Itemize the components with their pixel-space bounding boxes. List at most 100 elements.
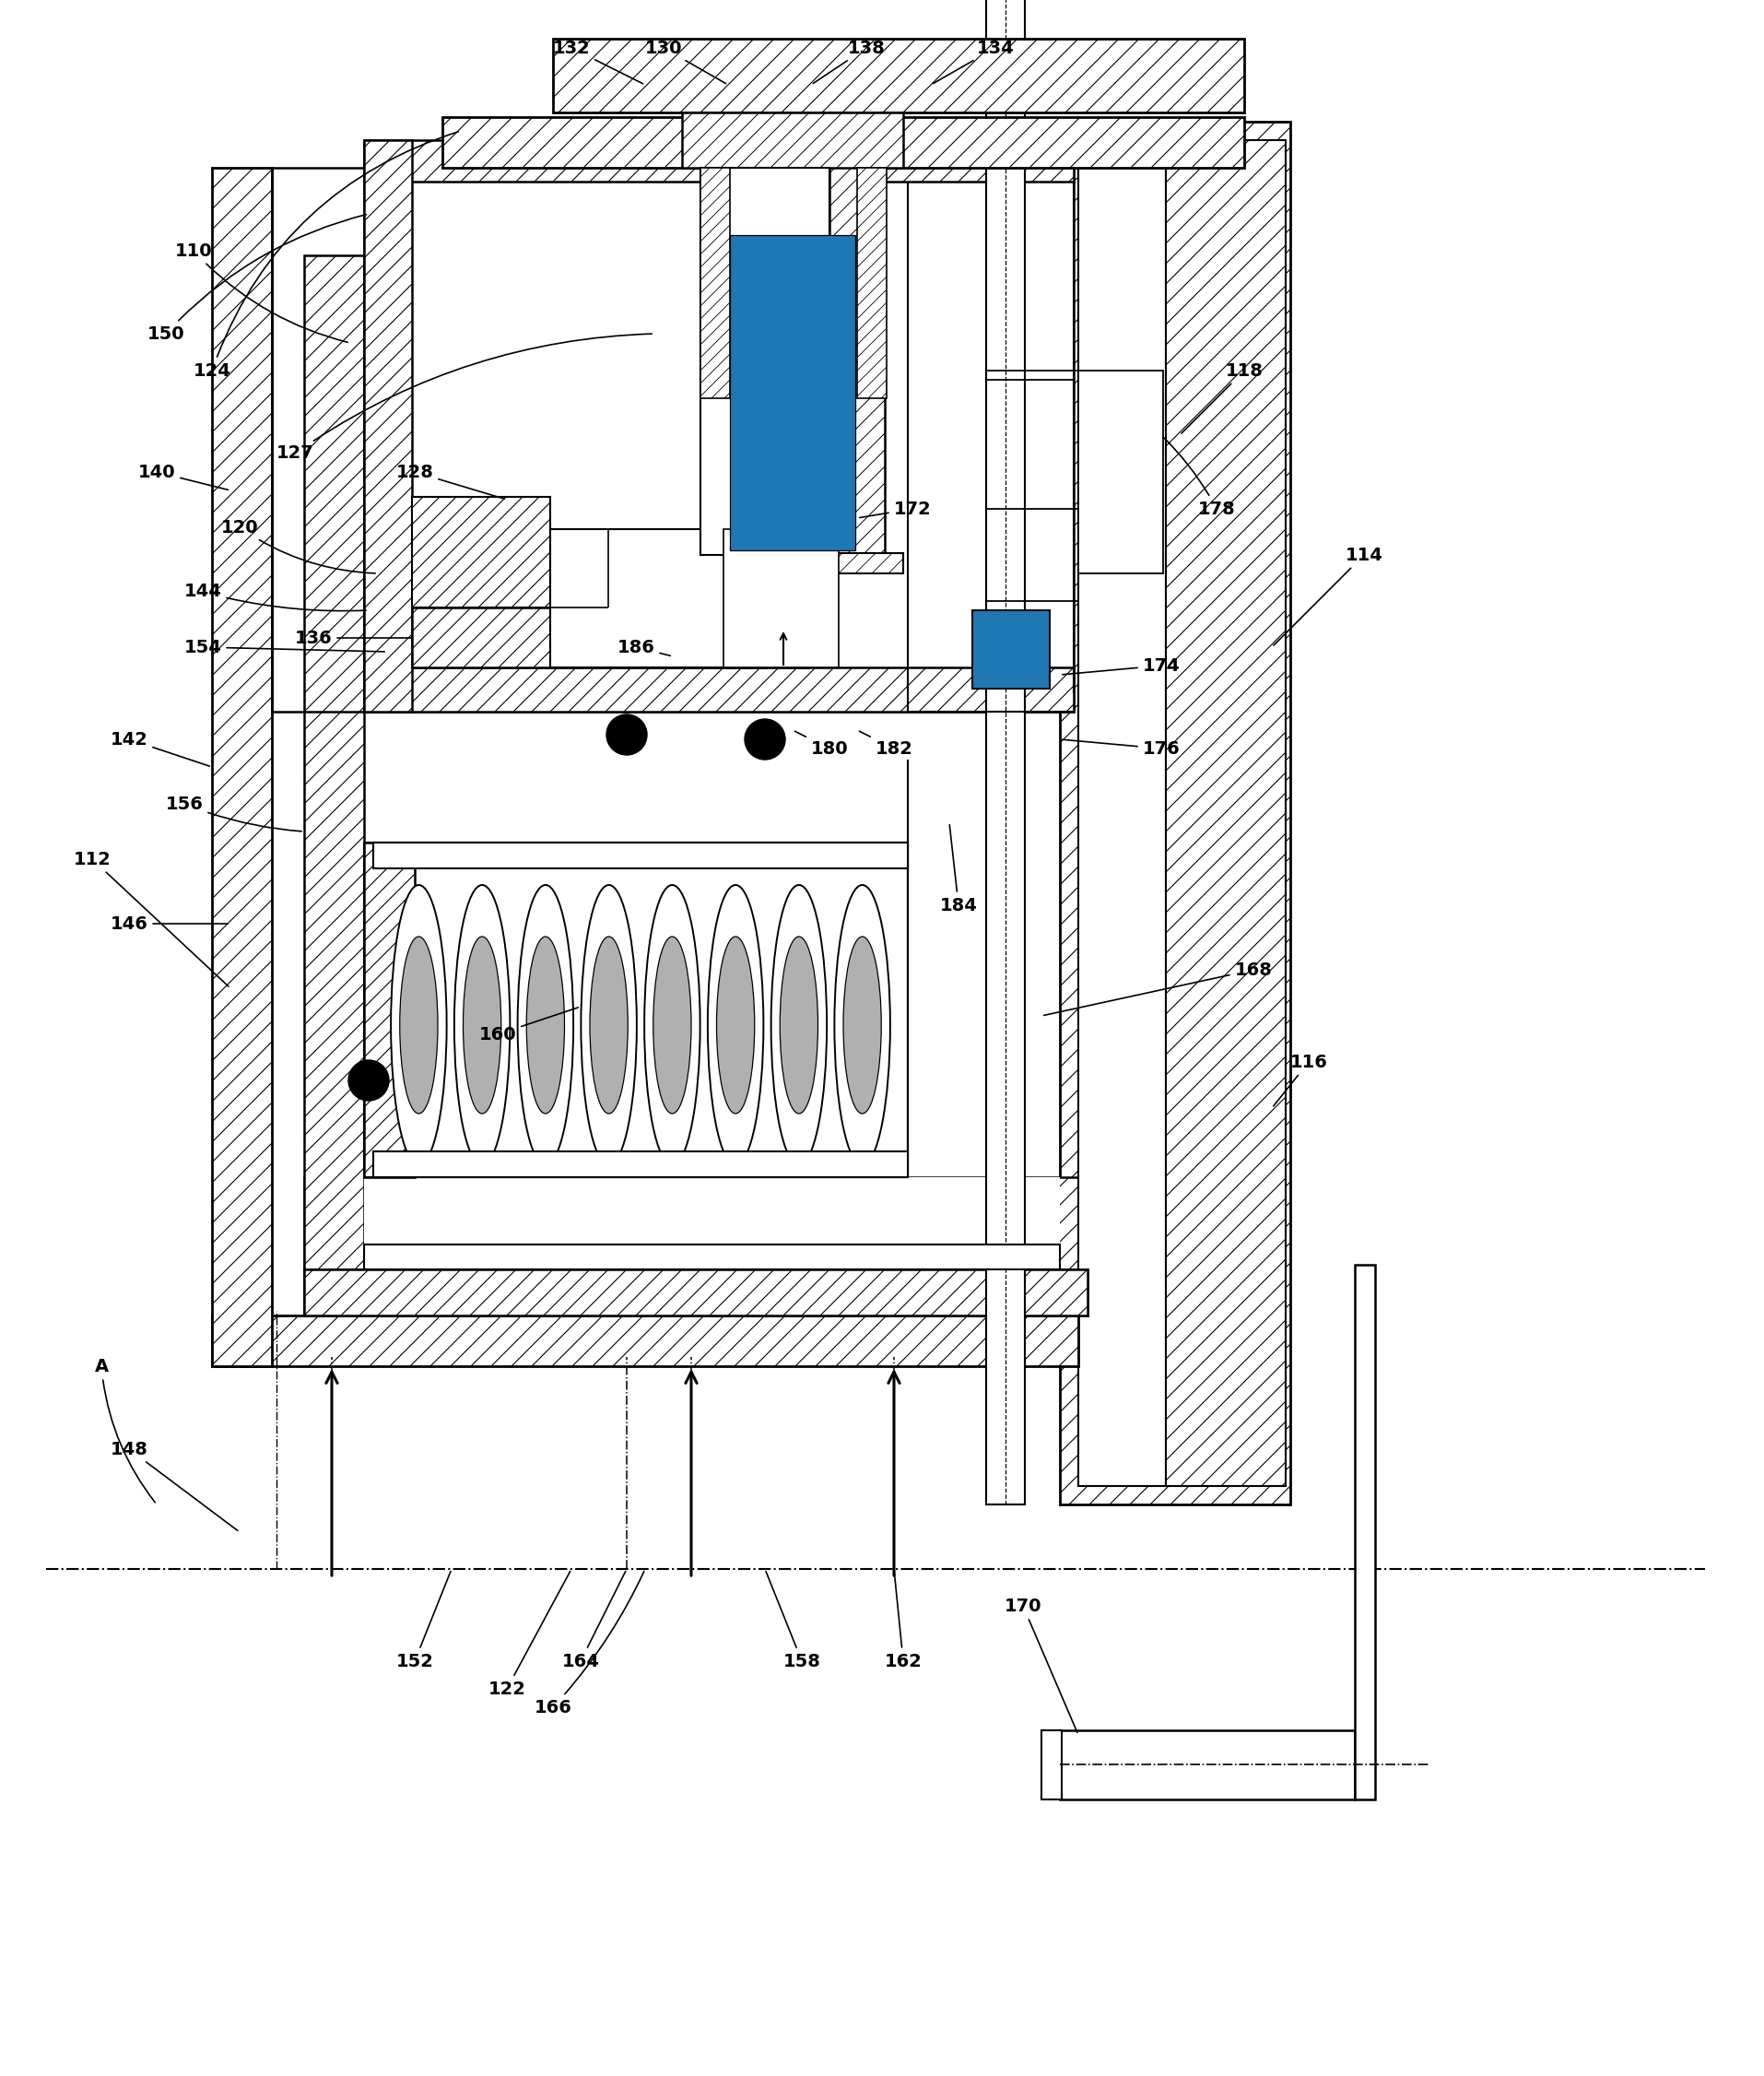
Circle shape (607, 714, 647, 756)
Text: 144: 144 (183, 583, 365, 610)
Circle shape (744, 718, 785, 760)
Bar (363, 1177, 1060, 1268)
Text: 148: 148 (109, 1441, 238, 1530)
Bar (1041, 1729, 1062, 1800)
Text: 178: 178 (1162, 436, 1235, 517)
Bar (303, 1268, 1087, 1316)
Circle shape (348, 1061, 388, 1100)
Ellipse shape (517, 884, 573, 1165)
Bar (723, 529, 838, 666)
Text: 118: 118 (1180, 361, 1263, 434)
Ellipse shape (834, 884, 889, 1165)
Bar (730, 235, 856, 550)
Bar (372, 843, 907, 868)
Text: 158: 158 (766, 1572, 820, 1669)
Text: 120: 120 (220, 519, 376, 573)
Text: 186: 186 (617, 639, 670, 656)
Bar (363, 666, 1073, 712)
Bar (986, 0, 1025, 1505)
Bar (857, 168, 886, 399)
Text: 170: 170 (1004, 1596, 1076, 1733)
Ellipse shape (653, 936, 691, 1113)
Bar (746, 569, 787, 648)
Bar (363, 139, 411, 712)
Text: 130: 130 (644, 39, 725, 83)
Text: 172: 172 (859, 500, 931, 517)
Text: 128: 128 (395, 463, 505, 498)
Ellipse shape (580, 884, 637, 1165)
Bar (700, 168, 829, 554)
Bar (552, 39, 1244, 112)
Bar (1060, 1729, 1355, 1800)
Text: 164: 164 (561, 1572, 624, 1669)
Ellipse shape (400, 936, 437, 1113)
Ellipse shape (453, 884, 510, 1165)
Bar (411, 496, 550, 608)
Text: 122: 122 (489, 1572, 570, 1698)
Text: 142: 142 (109, 731, 210, 766)
Text: 146: 146 (109, 916, 228, 932)
Bar (1078, 139, 1166, 1486)
Bar (1060, 122, 1289, 1505)
Text: 182: 182 (859, 731, 912, 758)
Bar (550, 529, 836, 666)
Ellipse shape (589, 936, 628, 1113)
Bar (303, 1177, 1087, 1316)
Text: 138: 138 (813, 39, 886, 83)
Bar (681, 112, 903, 168)
Text: 162: 162 (884, 1572, 921, 1669)
Text: 150: 150 (146, 214, 365, 343)
Ellipse shape (644, 884, 700, 1165)
Text: 114: 114 (1274, 546, 1383, 646)
Bar (443, 168, 1064, 233)
Ellipse shape (843, 936, 880, 1113)
Text: 132: 132 (552, 39, 642, 83)
Bar (411, 608, 808, 666)
Bar (363, 843, 415, 1177)
Bar (363, 843, 907, 1177)
Bar (700, 168, 730, 399)
Bar (1166, 139, 1284, 1486)
Bar (303, 255, 363, 1316)
Ellipse shape (462, 936, 501, 1113)
Ellipse shape (716, 936, 755, 1113)
Text: 127: 127 (275, 334, 651, 463)
Ellipse shape (707, 884, 764, 1165)
Ellipse shape (771, 884, 826, 1165)
Text: 154: 154 (183, 639, 385, 656)
Text: 116: 116 (1274, 1053, 1327, 1107)
Text: 168: 168 (1043, 961, 1272, 1015)
Bar (700, 112, 755, 554)
Bar (363, 139, 1073, 181)
Bar (972, 610, 1050, 689)
Bar (212, 168, 272, 1366)
Text: A: A (93, 1358, 155, 1503)
Bar (1011, 610, 1050, 689)
Ellipse shape (390, 884, 446, 1165)
Text: 166: 166 (534, 1572, 644, 1717)
Ellipse shape (526, 936, 564, 1113)
Text: 156: 156 (166, 795, 302, 830)
Bar (363, 1244, 1060, 1268)
Text: 140: 140 (138, 463, 228, 490)
Bar (681, 552, 903, 573)
Text: 136: 136 (295, 629, 413, 648)
Text: 176: 176 (1062, 739, 1180, 758)
Text: 180: 180 (794, 731, 848, 758)
Text: 184: 184 (938, 824, 977, 913)
Text: 152: 152 (395, 1572, 450, 1669)
Ellipse shape (780, 936, 817, 1113)
Bar (829, 112, 884, 554)
Bar (443, 116, 1244, 168)
Bar (372, 1152, 907, 1177)
Text: 160: 160 (478, 1007, 579, 1042)
Text: 134: 134 (933, 39, 1014, 83)
Bar (303, 1268, 1087, 1316)
Text: 110: 110 (175, 243, 348, 343)
Bar (363, 158, 1073, 712)
Text: 174: 174 (1062, 656, 1180, 675)
Bar (972, 610, 1011, 689)
Text: 112: 112 (74, 851, 228, 986)
Bar (1078, 372, 1162, 573)
Bar (1355, 1264, 1374, 1800)
